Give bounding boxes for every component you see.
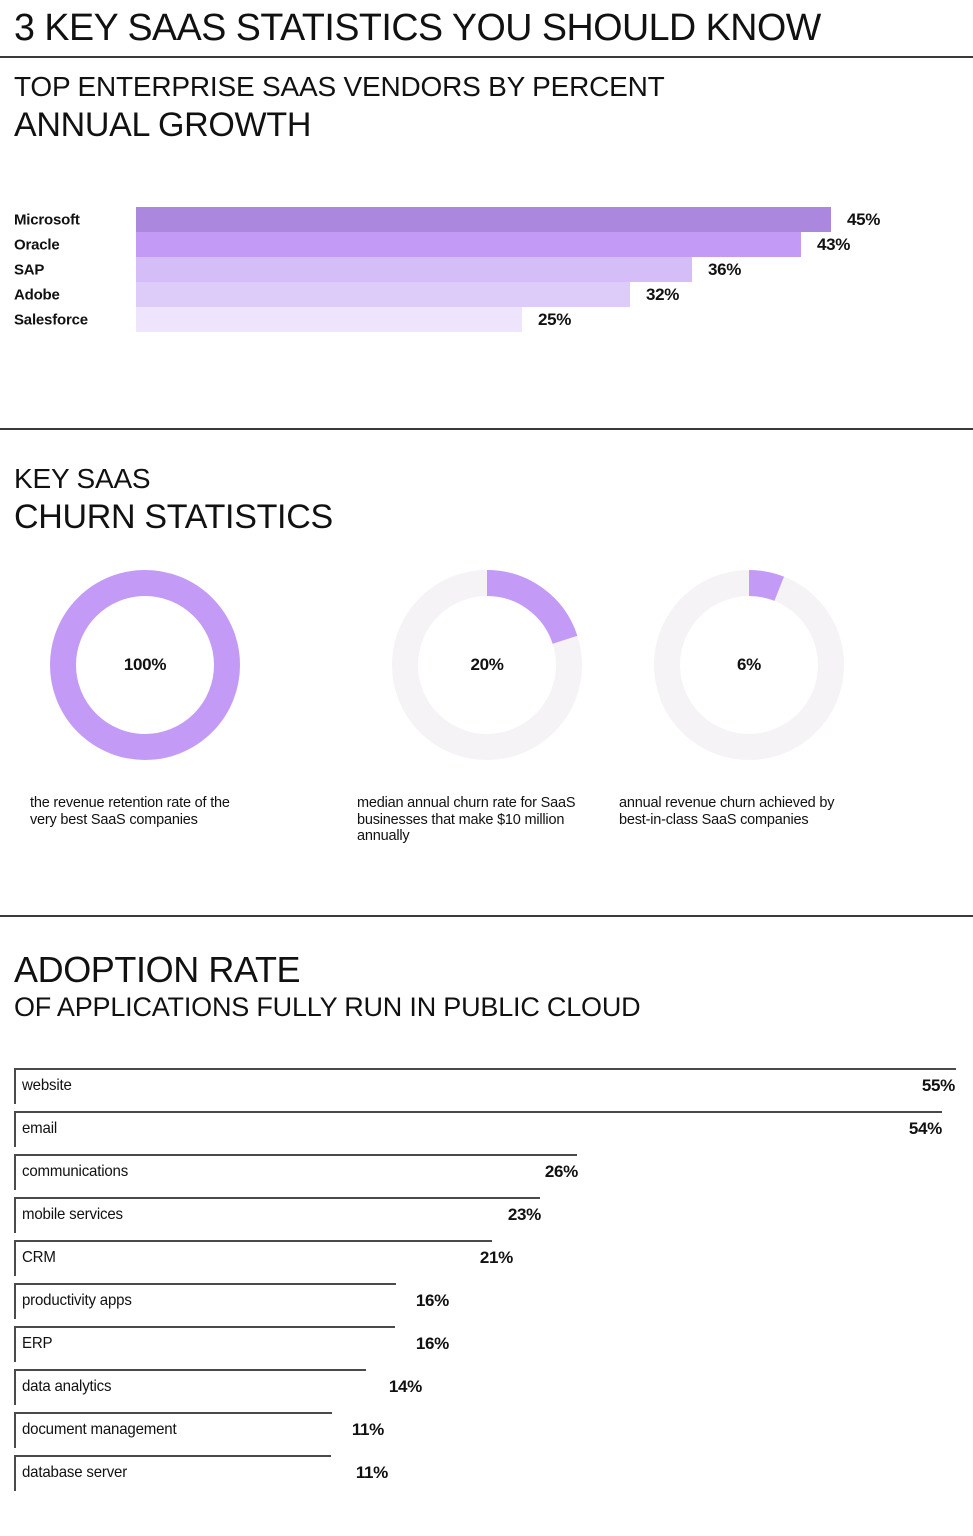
- adoption-row: website 55%: [0, 1068, 973, 1111]
- donut-chart: 20%: [387, 565, 587, 765]
- adoption-row: productivity apps 16%: [0, 1283, 973, 1326]
- adoption-row-value: 55%: [921, 1076, 955, 1095]
- adoption-row: document management 11%: [0, 1412, 973, 1455]
- adoption-bar-line: [14, 1283, 396, 1285]
- donut-arc: [654, 570, 844, 760]
- adoption-row-tick: [14, 1369, 16, 1405]
- adoption-row-label: database server: [22, 1464, 128, 1481]
- donut-arc: [50, 570, 240, 760]
- adoption-row-tick: [14, 1455, 16, 1491]
- adoption-row-value: 11%: [351, 1420, 384, 1439]
- adoption-row-tick: [14, 1283, 16, 1319]
- adoption-rate-list: website 55% email 54% communications 26% mobil…: [0, 1068, 973, 1498]
- adoption-row-value: 16%: [415, 1291, 449, 1310]
- adoption-row-label: mobile services: [22, 1206, 123, 1223]
- bar-value-label: 45%: [847, 209, 881, 229]
- adoption-bar-line: [14, 1111, 942, 1113]
- adoption-row-tick: [14, 1154, 16, 1190]
- donut-value-label: 6%: [737, 655, 761, 674]
- growth-section-subtitle: TOP ENTERPRISE SAAS VENDORS BY PERCENT: [14, 71, 665, 102]
- adoption-row: mobile services 23%: [0, 1197, 973, 1240]
- bar-row: SAP 36%: [0, 257, 973, 282]
- donut-cell: 100% the revenue retention rate of the ve…: [0, 565, 290, 828]
- bar-value-label: 25%: [538, 309, 572, 329]
- adoption-section-title: ADOPTION RATE: [14, 949, 301, 990]
- bar-label: Microsoft: [14, 211, 80, 228]
- churn-section-title: CHURN STATISTICS: [14, 498, 333, 536]
- bar-row: Microsoft 45%: [0, 207, 973, 232]
- adoption-row-label: website: [22, 1077, 72, 1094]
- adoption-row-tick: [14, 1068, 16, 1104]
- bar-value-label: 36%: [708, 259, 742, 279]
- annual-growth-bar-chart: Microsoft 45% Oracle 43% SAP 36% Adobe 32% Sales…: [0, 207, 973, 347]
- adoption-row-tick: [14, 1197, 16, 1233]
- adoption-bar-line: [14, 1240, 492, 1242]
- bar-fill: [136, 257, 692, 282]
- adoption-section-subtitle: OF APPLICATIONS FULLY RUN IN PUBLIC CLOU…: [14, 992, 641, 1022]
- adoption-row-label: ERP: [22, 1335, 53, 1352]
- adoption-row-label: email: [22, 1120, 58, 1137]
- adoption-row-value: 14%: [388, 1377, 422, 1396]
- adoption-row-label: communications: [22, 1163, 129, 1180]
- bar-fill: [136, 282, 630, 307]
- adoption-row-value: 26%: [544, 1162, 578, 1181]
- adoption-row: ERP 16%: [0, 1326, 973, 1369]
- adoption-row: data analytics 14%: [0, 1369, 973, 1412]
- donut-value-label: 20%: [470, 655, 504, 674]
- bar-fill: [136, 232, 801, 257]
- adoption-row-label: CRM: [22, 1249, 56, 1266]
- adoption-bar-line: [14, 1455, 331, 1457]
- bar-row: Oracle 43%: [0, 232, 973, 257]
- donut-chart: 6%: [649, 565, 849, 765]
- growth-section-title: ANNUAL GROWTH: [14, 106, 312, 144]
- adoption-bar-line: [14, 1369, 366, 1371]
- bar-value-label: 43%: [817, 234, 851, 254]
- adoption-bar-line: [14, 1154, 577, 1156]
- adoption-row-tick: [14, 1111, 16, 1147]
- bar-label: Adobe: [14, 286, 60, 303]
- donut-arc: [392, 570, 582, 760]
- bar-fill: [136, 207, 831, 232]
- donut-caption: annual revenue churn achieved by best-in…: [619, 795, 835, 828]
- adoption-row-value: 21%: [479, 1248, 513, 1267]
- donut-cell: 6% annual revenue churn achieved by best-…: [604, 565, 894, 828]
- adoption-row-value: 11%: [355, 1463, 388, 1482]
- donut-caption: median annual churn rate for SaaS busine…: [357, 795, 576, 844]
- adoption-row-value: 23%: [507, 1205, 541, 1224]
- donut-value-label: 100%: [123, 655, 167, 674]
- adoption-row: CRM 21%: [0, 1240, 973, 1283]
- section-divider-churn: [0, 428, 973, 430]
- adoption-row: communications 26%: [0, 1154, 973, 1197]
- adoption-row: database server 11%: [0, 1455, 973, 1498]
- adoption-row-label: productivity apps: [22, 1292, 132, 1309]
- churn-section-subtitle: KEY SAAS: [14, 463, 151, 494]
- adoption-row: email 54%: [0, 1111, 973, 1154]
- donut-chart: 100%: [45, 565, 245, 765]
- donut-caption: the revenue retention rate of the very b…: [30, 795, 230, 828]
- header-divider: [0, 56, 973, 58]
- adoption-row-tick: [14, 1240, 16, 1276]
- bar-label: SAP: [14, 261, 45, 278]
- section-divider-adoption: [0, 915, 973, 917]
- donut-cell: 20% median annual churn rate for SaaS bus…: [342, 565, 632, 845]
- adoption-row-label: document management: [22, 1421, 177, 1438]
- bar-label: Salesforce: [14, 311, 88, 328]
- bar-row: Salesforce 25%: [0, 307, 973, 332]
- adoption-bar-line: [14, 1068, 956, 1070]
- adoption-row-tick: [14, 1326, 16, 1362]
- bar-value-label: 32%: [646, 284, 680, 304]
- bar-label: Oracle: [14, 236, 60, 253]
- adoption-bar-line: [14, 1412, 332, 1414]
- adoption-bar-line: [14, 1326, 395, 1328]
- adoption-row-value: 16%: [415, 1334, 449, 1353]
- page-title: 3 KEY SAAS STATISTICS YOU SHOULD KNOW: [14, 7, 821, 49]
- adoption-bar-line: [14, 1197, 540, 1199]
- adoption-row-tick: [14, 1412, 16, 1448]
- bar-row: Adobe 32%: [0, 282, 973, 307]
- bar-fill: [136, 307, 522, 332]
- adoption-row-value: 54%: [908, 1119, 942, 1138]
- adoption-row-label: data analytics: [22, 1378, 112, 1395]
